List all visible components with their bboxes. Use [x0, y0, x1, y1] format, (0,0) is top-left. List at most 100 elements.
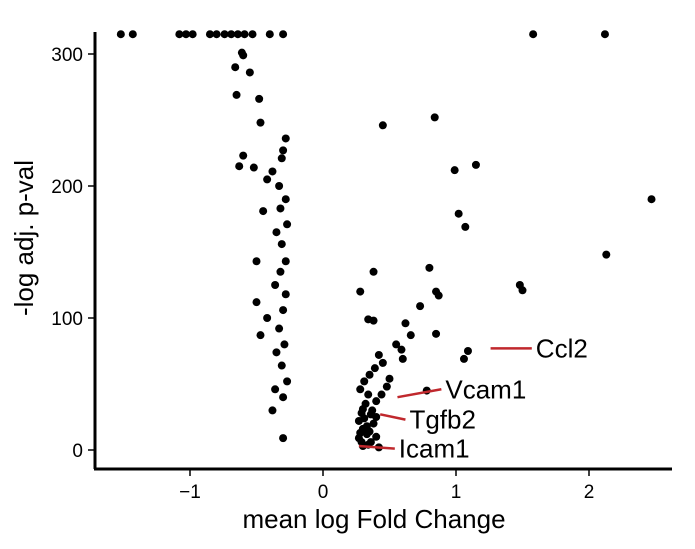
data-point — [401, 319, 410, 328]
data-point — [368, 406, 377, 415]
data-point — [256, 118, 265, 127]
data-point — [529, 30, 538, 39]
data-point — [277, 240, 286, 249]
gene-label: Icam1 — [399, 434, 470, 464]
data-point — [454, 209, 463, 218]
data-point — [647, 195, 656, 204]
data-point — [188, 30, 197, 39]
data-point — [259, 207, 268, 216]
data-points — [116, 30, 656, 452]
y-tick-label: 100 — [51, 309, 83, 330]
data-point — [356, 385, 365, 394]
data-point — [227, 30, 236, 39]
data-point — [212, 30, 221, 39]
x-axis-title: mean log Fold Change — [242, 504, 505, 534]
data-point — [281, 257, 290, 266]
data-point — [263, 314, 272, 322]
data-point — [239, 151, 248, 160]
data-point — [245, 68, 254, 77]
data-point — [602, 250, 611, 259]
data-point — [357, 438, 366, 447]
data-point — [276, 204, 285, 213]
data-point — [240, 30, 249, 39]
gene-label: Ccl2 — [536, 333, 588, 363]
data-point — [268, 167, 277, 176]
data-point — [279, 306, 288, 315]
data-point — [392, 340, 401, 349]
data-point — [263, 175, 272, 184]
data-point — [398, 354, 407, 363]
data-point — [365, 427, 374, 436]
y-tick-label: 300 — [51, 45, 83, 66]
data-point — [377, 390, 386, 399]
data-point — [205, 30, 214, 39]
data-point — [369, 316, 378, 325]
data-point — [434, 291, 443, 300]
data-point — [128, 30, 137, 39]
data-point — [382, 382, 391, 391]
data-point — [276, 267, 285, 276]
data-point — [356, 287, 365, 296]
gene-label-line — [379, 413, 406, 421]
x-tick-label: 2 — [584, 482, 595, 503]
data-point — [406, 331, 415, 340]
gene-label-line — [397, 388, 442, 399]
data-point — [360, 414, 369, 423]
x-tick-label: 0 — [318, 482, 329, 503]
data-point — [281, 290, 290, 299]
data-point — [271, 281, 280, 289]
data-point — [281, 195, 290, 204]
data-point — [416, 302, 425, 311]
data-point — [378, 121, 387, 130]
data-point — [275, 324, 284, 333]
data-point — [372, 397, 381, 406]
y-tick-label: 200 — [51, 177, 83, 198]
data-point — [279, 30, 288, 39]
data-point — [369, 267, 378, 276]
y-axis-title: -log adj. p-val — [9, 160, 39, 316]
data-point — [461, 222, 470, 231]
data-point — [277, 361, 286, 370]
data-point — [369, 419, 378, 428]
data-point — [432, 329, 441, 338]
y-tick-label: 0 — [72, 441, 83, 462]
data-point — [265, 30, 274, 39]
gene-label: Vcam1 — [445, 374, 526, 404]
data-point — [360, 377, 369, 386]
data-point — [280, 340, 289, 349]
data-point — [463, 347, 472, 355]
gene-label-lines — [358, 347, 532, 450]
data-point — [220, 30, 229, 39]
data-point — [235, 162, 244, 171]
data-point — [268, 406, 277, 415]
data-point — [175, 30, 184, 39]
data-point — [374, 350, 383, 359]
data-point — [272, 348, 281, 357]
data-point — [275, 182, 284, 190]
data-point — [378, 358, 387, 367]
data-point — [279, 393, 288, 402]
gene-label: Tgfb2 — [409, 405, 476, 435]
gene-label-line — [358, 444, 395, 450]
data-point — [364, 390, 373, 399]
data-point — [372, 413, 381, 421]
x-tick-label: −1 — [179, 482, 201, 503]
data-point — [233, 30, 242, 39]
data-point — [231, 63, 240, 72]
data-point — [248, 30, 257, 39]
data-point — [425, 263, 434, 272]
data-point — [279, 434, 288, 443]
data-point — [271, 385, 280, 394]
data-point — [239, 51, 248, 60]
data-point — [116, 30, 125, 39]
data-point — [272, 228, 281, 237]
x-tick-label: 1 — [451, 482, 462, 503]
data-point — [249, 163, 258, 172]
data-point — [361, 399, 370, 408]
data-point — [182, 30, 191, 39]
data-point — [430, 113, 439, 122]
data-point — [397, 345, 406, 354]
data-point — [256, 331, 265, 340]
